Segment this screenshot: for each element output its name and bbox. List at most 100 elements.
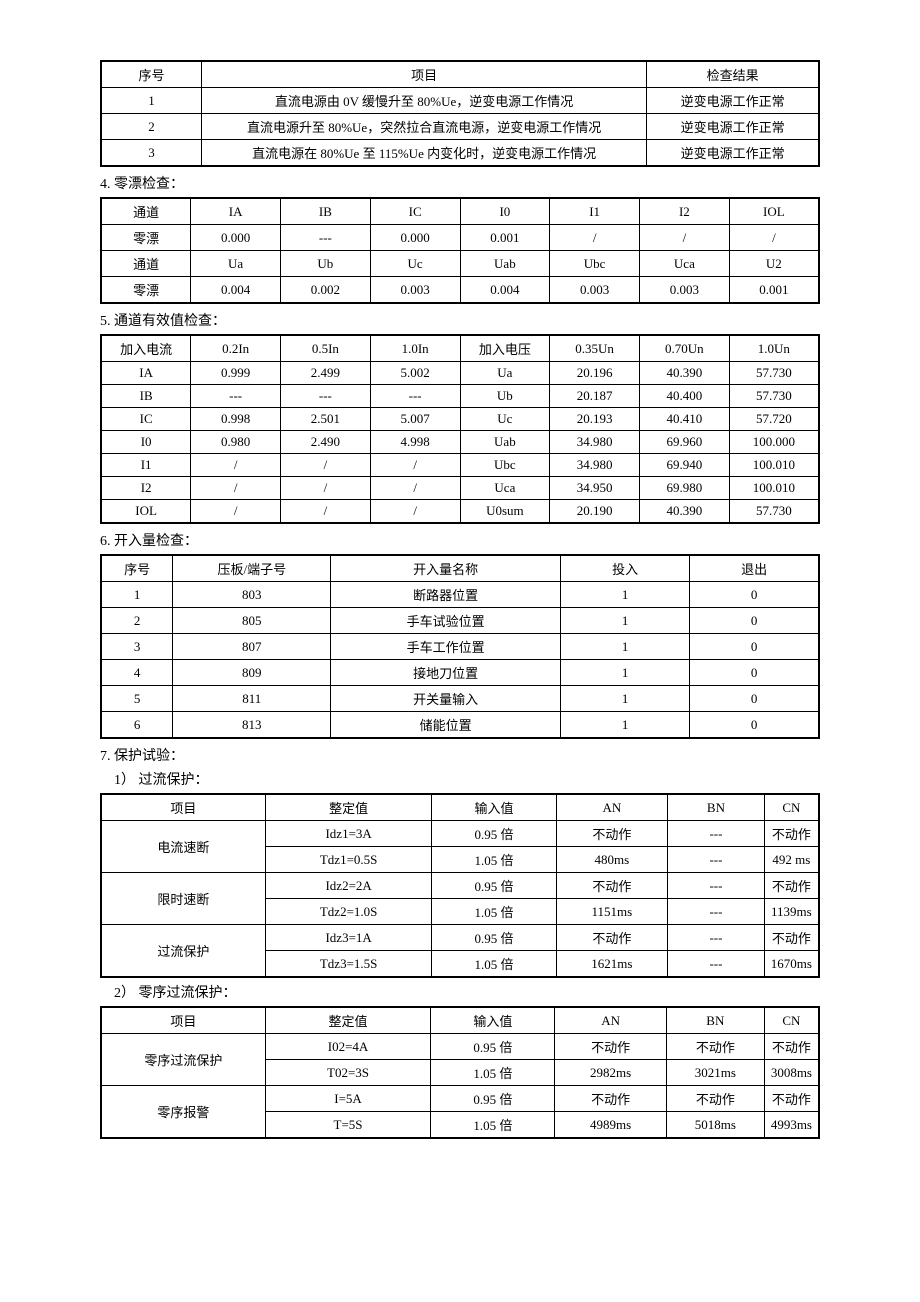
- section-7-heading: 7. 保护试验：: [100, 745, 820, 765]
- table-row: I00.9802.4904.998Uab34.98069.960100.000: [101, 431, 819, 454]
- cell: 100.010: [729, 477, 819, 500]
- cell: 0.001: [460, 225, 550, 251]
- cell: CN: [764, 794, 819, 821]
- cell: 手车工作位置: [331, 634, 561, 660]
- cell: 逆变电源工作正常: [647, 140, 819, 167]
- cell: IOL: [101, 500, 191, 524]
- cell: 输入值: [431, 1007, 555, 1034]
- table-row: I1///Ubc34.98069.940100.010: [101, 454, 819, 477]
- cell: 0.004: [460, 277, 550, 304]
- cell: 0: [690, 686, 819, 712]
- cell: 0.5In: [281, 335, 371, 362]
- cell: 开入量名称: [331, 555, 561, 582]
- cell: I0: [101, 431, 191, 454]
- cell: CN: [764, 1007, 819, 1034]
- cell: 811: [173, 686, 331, 712]
- table-row: 零序报警I=5A0.95 倍不动作不动作不动作: [101, 1086, 819, 1112]
- table-row: 1 直流电源由 0V 缓慢升至 80%Ue，逆变电源工作情况 逆变电源工作正常: [101, 88, 819, 114]
- cell: Tdz1=0.5S: [265, 847, 432, 873]
- cell: ---: [668, 847, 765, 873]
- cell: 5.007: [370, 408, 460, 431]
- table-row: IOL///U0sum20.19040.39057.730: [101, 500, 819, 524]
- cell: ---: [668, 899, 765, 925]
- cell: 1.0In: [370, 335, 460, 362]
- cell: ---: [668, 951, 765, 978]
- cell: 投入: [561, 555, 690, 582]
- cell: 1: [561, 660, 690, 686]
- cell: 退出: [690, 555, 819, 582]
- table-row: 零序过流保护I02=4A0.95 倍不动作不动作不动作: [101, 1034, 819, 1060]
- cell: I1: [101, 454, 191, 477]
- cell: 零漂: [101, 277, 191, 304]
- cell: 项目: [101, 794, 265, 821]
- protection-item: 限时速断: [101, 873, 265, 925]
- cell: Tdz2=1.0S: [265, 899, 432, 925]
- cell: 1: [101, 582, 173, 608]
- table-row: 4809接地刀位置10: [101, 660, 819, 686]
- cell: 2: [101, 608, 173, 634]
- cell: AN: [555, 1007, 666, 1034]
- cell: 805: [173, 608, 331, 634]
- cell: 57.730: [729, 362, 819, 385]
- header-seq: 序号: [101, 61, 202, 88]
- cell: 2.499: [281, 362, 371, 385]
- cell: 34.980: [550, 431, 640, 454]
- cell: 不动作: [556, 821, 668, 847]
- cell: /: [281, 477, 371, 500]
- cell: 20.193: [550, 408, 640, 431]
- cell: 0: [690, 608, 819, 634]
- cell: 480ms: [556, 847, 668, 873]
- cell: 1: [561, 634, 690, 660]
- cell: 5018ms: [666, 1112, 764, 1139]
- table-row: 通道 Ua Ub Uc Uab Ubc Uca U2: [101, 251, 819, 277]
- cell: I0: [460, 198, 550, 225]
- cell: 34.950: [550, 477, 640, 500]
- cell: AN: [556, 794, 668, 821]
- cell: 1.05 倍: [431, 1060, 555, 1086]
- cell: 0.003: [370, 277, 460, 304]
- table-row: I2///Uca34.95069.980100.010: [101, 477, 819, 500]
- cell: 不动作: [555, 1086, 666, 1112]
- cell: U0sum: [460, 500, 550, 524]
- cell: 492 ms: [764, 847, 819, 873]
- table-row: IC0.9982.5015.007Uc20.19340.41057.720: [101, 408, 819, 431]
- cell: 0: [690, 634, 819, 660]
- cell: 不动作: [556, 925, 668, 951]
- table-header-row: 序号 项目 检查结果: [101, 61, 819, 88]
- cell: /: [281, 454, 371, 477]
- cell: 1151ms: [556, 899, 668, 925]
- table-header-row: 项目整定值输入值ANBNCN: [101, 1007, 819, 1034]
- header-result: 检查结果: [647, 61, 819, 88]
- table-row: 5811开关量输入10: [101, 686, 819, 712]
- table-row: 过流保护Idz3=1A0.95 倍不动作---不动作: [101, 925, 819, 951]
- cell: Ubc: [550, 251, 640, 277]
- cell: ---: [281, 385, 371, 408]
- cell: 1.05 倍: [432, 951, 556, 978]
- cell: 57.720: [729, 408, 819, 431]
- cell: ---: [191, 385, 281, 408]
- cell: 不动作: [666, 1086, 764, 1112]
- cell: 接地刀位置: [331, 660, 561, 686]
- cell: 2.490: [281, 431, 371, 454]
- cell: 不动作: [556, 873, 668, 899]
- cell: 0.003: [640, 277, 730, 304]
- protection-item: 零序报警: [101, 1086, 265, 1139]
- table-row: 2805手车试验位置10: [101, 608, 819, 634]
- cell: 0.000: [370, 225, 460, 251]
- header-item: 项目: [202, 61, 647, 88]
- cell: 1: [101, 88, 202, 114]
- cell: ---: [281, 225, 371, 251]
- cell: 0.95 倍: [432, 821, 556, 847]
- cell: 不动作: [764, 925, 819, 951]
- cell: /: [191, 500, 281, 524]
- cell: 不动作: [764, 873, 819, 899]
- cell: 0: [690, 582, 819, 608]
- cell: /: [191, 477, 281, 500]
- cell: 813: [173, 712, 331, 739]
- cell: 不动作: [764, 1034, 819, 1060]
- cell: 零漂: [101, 225, 191, 251]
- cell: Idz3=1A: [265, 925, 432, 951]
- cell: 项目: [101, 1007, 265, 1034]
- table-row: 加入电流0.2In0.5In1.0In加入电压0.35Un0.70Un1.0Un: [101, 335, 819, 362]
- cell: 不动作: [764, 821, 819, 847]
